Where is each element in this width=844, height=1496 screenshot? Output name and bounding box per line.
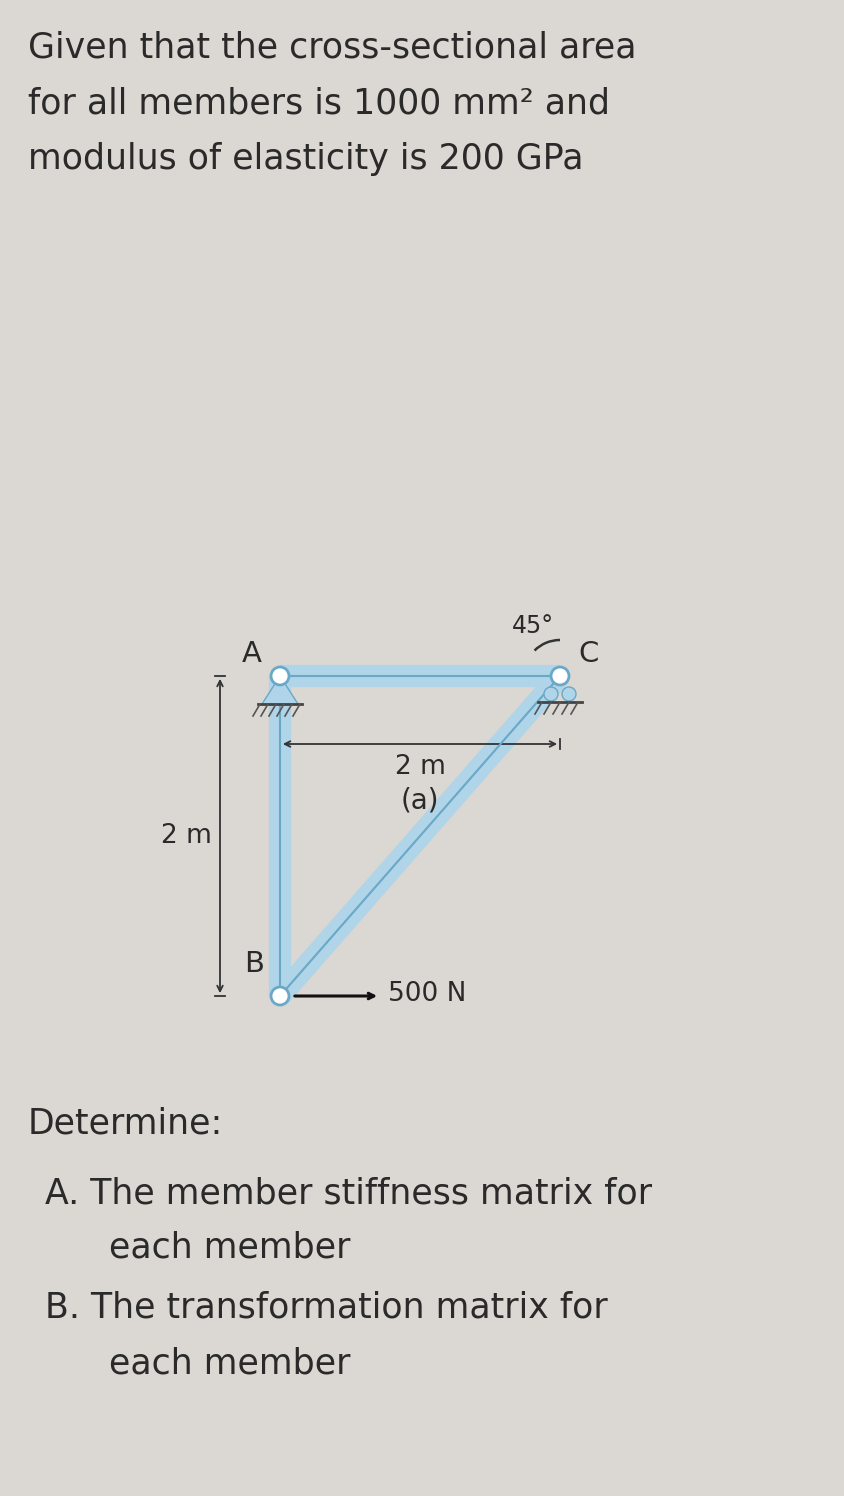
Circle shape bbox=[544, 687, 557, 702]
Text: 2 m: 2 m bbox=[394, 754, 445, 779]
Text: A. The member stiffness matrix for: A. The member stiffness matrix for bbox=[45, 1176, 652, 1210]
Text: A: A bbox=[242, 640, 262, 669]
Text: (a): (a) bbox=[400, 785, 439, 814]
Circle shape bbox=[561, 687, 576, 702]
Text: Determine:: Determine: bbox=[28, 1106, 223, 1140]
Text: each member: each member bbox=[65, 1231, 350, 1266]
Text: 2 m: 2 m bbox=[161, 823, 212, 850]
Text: modulus of elasticity is 200 GPa: modulus of elasticity is 200 GPa bbox=[28, 142, 583, 177]
Circle shape bbox=[550, 667, 568, 685]
Text: B. The transformation matrix for: B. The transformation matrix for bbox=[45, 1291, 607, 1325]
Text: 500 N: 500 N bbox=[387, 981, 466, 1007]
Text: Given that the cross-sectional area: Given that the cross-sectional area bbox=[28, 30, 636, 64]
Text: each member: each member bbox=[65, 1346, 350, 1379]
Text: 45°: 45° bbox=[511, 613, 554, 637]
Text: B: B bbox=[244, 950, 263, 978]
Text: for all members is 1000 mm² and: for all members is 1000 mm² and bbox=[28, 85, 609, 120]
Circle shape bbox=[271, 987, 289, 1005]
Polygon shape bbox=[262, 676, 298, 705]
Text: C: C bbox=[577, 640, 598, 669]
Circle shape bbox=[271, 667, 289, 685]
